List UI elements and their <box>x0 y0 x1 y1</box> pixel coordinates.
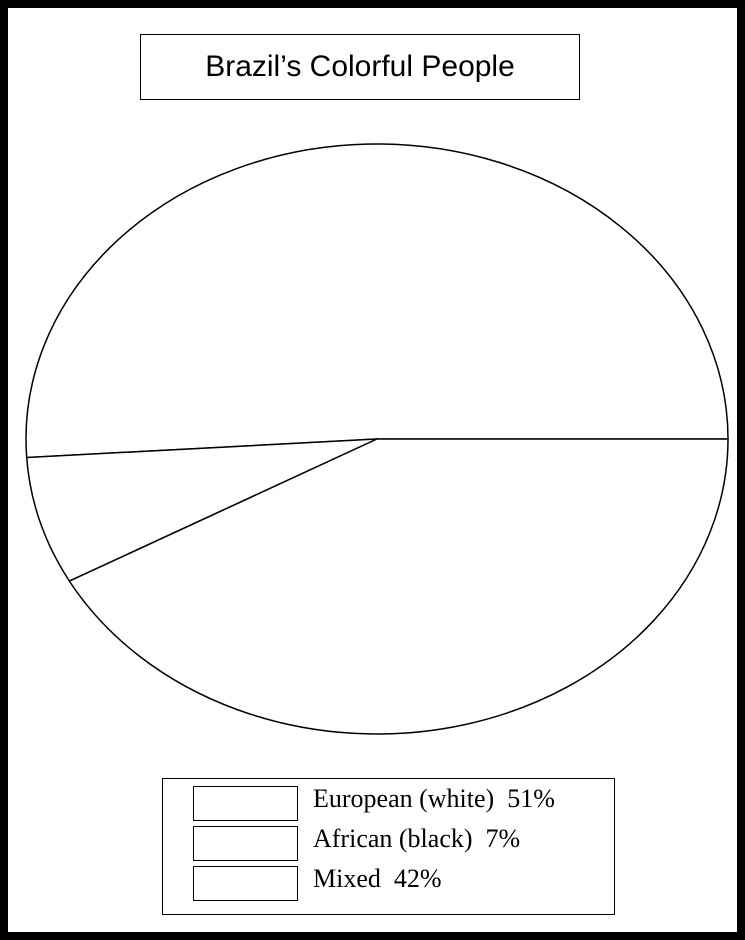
pie-slice-mixed <box>68 438 729 735</box>
chart-title: Brazil’s Colorful People <box>140 34 580 100</box>
legend-value-african: 7% <box>485 824 521 853</box>
legend-item-european: European (white) 51% <box>193 784 613 824</box>
legend-swatch-african <box>193 826 298 861</box>
legend-label-african: African (black) 7% <box>313 824 520 854</box>
legend-label-mixed-text: Mixed <box>313 864 381 893</box>
legend-label-mixed: Mixed 42% <box>313 864 442 894</box>
legend-label-european-text: European (white) <box>313 784 495 813</box>
legend-swatch-mixed <box>193 866 298 901</box>
legend-label-european: European (white) 51% <box>313 784 555 814</box>
legend: European (white) 51% African (black) 7% … <box>162 778 615 915</box>
legend-swatch-european <box>193 786 298 821</box>
pie-slice-european <box>25 143 729 459</box>
legend-label-african-text: African (black) <box>313 824 473 853</box>
pie-slice-african <box>25 438 378 583</box>
legend-item-mixed: Mixed 42% <box>193 864 613 904</box>
legend-value-european: 51% <box>507 784 555 813</box>
legend-item-african: African (black) 7% <box>193 824 613 864</box>
legend-value-mixed: 42% <box>393 864 442 893</box>
